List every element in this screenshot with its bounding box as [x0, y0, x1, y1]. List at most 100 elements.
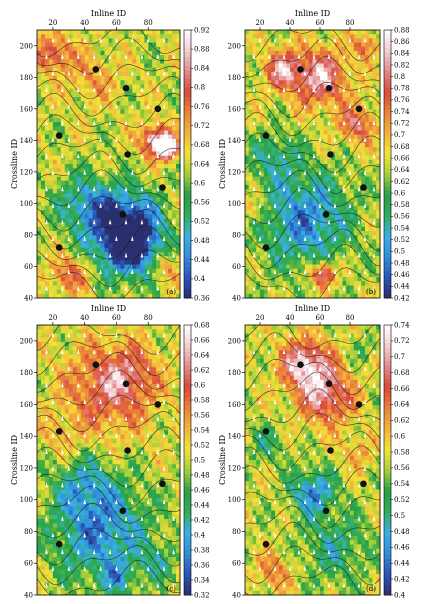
heatmap-cell: [96, 285, 101, 291]
heatmap-cell: [92, 189, 97, 194]
heatmap-cell: [172, 143, 177, 148]
heatmap-cell: [338, 226, 343, 232]
heatmap-cell: [346, 168, 351, 173]
heatmap-cell: [260, 151, 265, 157]
heatmap-cell: [60, 205, 66, 211]
heatmap-cell: [353, 189, 358, 194]
heatmap-cell: [301, 147, 306, 152]
heatmap-cell: [152, 277, 157, 282]
heatmap-cell: [245, 134, 250, 140]
heatmap-cell: [100, 172, 105, 177]
heatmap-cell: [338, 193, 343, 198]
heatmap-cell: [376, 285, 381, 291]
heatmap-cell: [152, 289, 157, 295]
heatmap-cell: [361, 285, 366, 291]
heatmap-cell: [335, 180, 340, 186]
heatmap-cell: [76, 42, 82, 48]
heatmap-cell: [92, 264, 97, 270]
heatmap-cell: [290, 97, 295, 102]
heatmap-cell: [108, 97, 113, 102]
heatmap-cell: [245, 143, 250, 148]
heatmap-cell: [148, 46, 153, 52]
heatmap-cell: [116, 151, 121, 157]
heatmap-cell: [327, 76, 332, 81]
heatmap-cell: [76, 46, 82, 52]
heatmap-cell: [152, 88, 157, 94]
heatmap-cell: [271, 92, 276, 98]
heatmap-cell: [350, 193, 355, 198]
heatmap-cell: [278, 97, 283, 102]
heatmap-cell: [108, 63, 113, 69]
heatmap-cell: [260, 164, 265, 169]
x-tick-label: 60: [112, 19, 121, 27]
colorbar-segment: [184, 137, 191, 143]
heatmap-cell: [372, 226, 377, 232]
heatmap-cell: [160, 138, 165, 144]
heatmap-cell: [176, 289, 181, 295]
heatmap-cell: [124, 113, 129, 119]
heatmap-cell: [301, 88, 306, 94]
heatmap-cell: [160, 130, 165, 136]
heatmap-cell: [37, 293, 42, 299]
heatmap-cell: [128, 101, 133, 106]
heatmap-cell: [245, 164, 250, 169]
heatmap-cell: [335, 189, 340, 194]
heatmap-cell: [76, 277, 82, 282]
heatmap-cell: [252, 205, 257, 211]
heatmap-cell: [156, 197, 161, 203]
heatmap-cell: [361, 101, 366, 106]
heatmap-cell: [316, 243, 321, 249]
heatmap-cell: [263, 214, 268, 219]
heatmap-cell: [148, 151, 153, 157]
heatmap-cell: [357, 176, 362, 182]
heatmap-cell: [120, 50, 125, 56]
heatmap-cell: [104, 176, 109, 182]
heatmap-cell: [346, 84, 351, 90]
vector-arrow: [115, 235, 118, 241]
heatmap-cell: [368, 164, 373, 169]
heatmap-cell: [245, 126, 250, 131]
heatmap-cell: [60, 109, 66, 115]
heatmap-cell: [357, 231, 362, 236]
heatmap-cell: [144, 193, 149, 198]
heatmap-cell: [323, 59, 328, 64]
heatmap-cell: [308, 184, 313, 190]
heatmap-cell: [365, 197, 370, 203]
heatmap-cell: [37, 80, 42, 85]
heatmap-cell: [316, 126, 321, 131]
heatmap-cell: [164, 134, 169, 140]
heatmap-cell: [338, 88, 343, 94]
heatmap-cell: [148, 113, 153, 119]
heatmap-cell: [96, 193, 101, 198]
heatmap-cell: [168, 210, 173, 215]
heatmap-cell: [335, 272, 340, 278]
vector-arrow: [297, 285, 301, 291]
heatmap-cell: [301, 201, 306, 207]
heatmap-cell: [368, 193, 373, 198]
heatmap-cell: [316, 109, 321, 115]
heatmap-cell: [156, 138, 161, 144]
heatmap-cell: [331, 251, 336, 257]
heatmap-cell: [100, 272, 105, 278]
heatmap-cell: [331, 159, 336, 165]
heatmap-cell: [84, 201, 90, 207]
heatmap-cell: [120, 38, 125, 43]
heatmap-cell: [297, 105, 302, 110]
colorbar-segment: [184, 92, 191, 98]
heatmap-cell: [136, 76, 141, 81]
heatmap-cell: [76, 71, 82, 77]
heatmap-cell: [365, 97, 370, 102]
heatmap-cell: [376, 293, 381, 299]
heatmap-cell: [104, 138, 109, 144]
heatmap-cell: [372, 243, 377, 249]
heatmap-cell: [275, 201, 280, 207]
heatmap-cell: [327, 46, 332, 52]
heatmap-cell: [52, 34, 58, 39]
heatmap-cell: [88, 164, 94, 169]
heatmap-cell: [40, 189, 46, 194]
heatmap-cell: [248, 226, 253, 232]
heatmap-cell: [301, 138, 306, 144]
heatmap-cell: [112, 126, 117, 131]
vector-arrow: [45, 252, 48, 258]
heatmap-cell: [44, 126, 50, 131]
